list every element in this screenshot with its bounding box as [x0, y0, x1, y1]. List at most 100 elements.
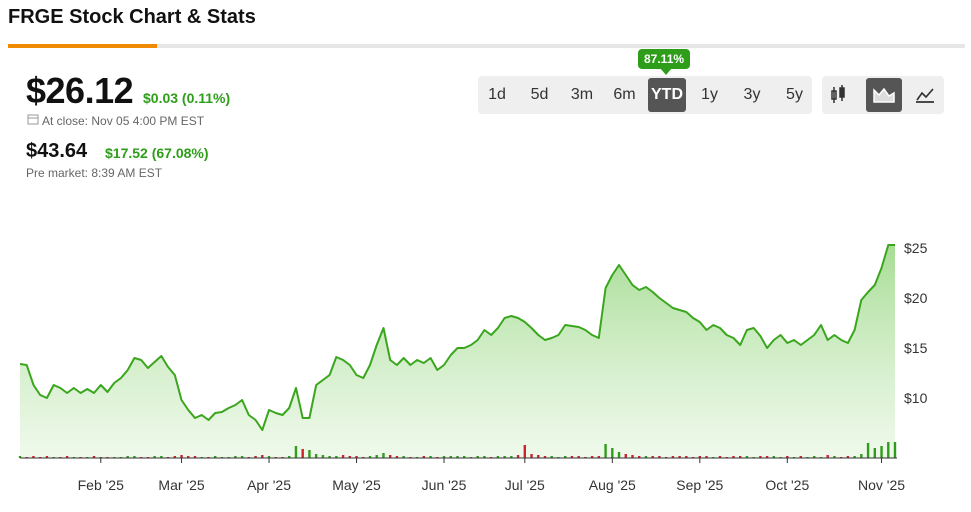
volume-bar	[314, 454, 318, 458]
volume-bar	[880, 446, 883, 458]
price: $26.12	[26, 70, 134, 111]
volume-bar	[718, 456, 722, 458]
line-icon[interactable]	[916, 88, 934, 103]
volume-bar	[611, 448, 614, 458]
volume-bar	[261, 455, 264, 458]
volume-bar	[772, 456, 776, 458]
volume-bar	[705, 456, 708, 458]
volume-bar	[126, 456, 129, 458]
premarket-time: Pre market: 8:39 AM EST	[26, 166, 163, 180]
volume-bar	[563, 456, 567, 458]
area-fill	[20, 245, 895, 458]
volume-bar	[402, 456, 405, 458]
volume-bar	[799, 456, 802, 458]
volume-bar	[590, 456, 594, 458]
volume-bar	[65, 456, 69, 458]
range-button[interactable]: 5d	[530, 86, 549, 103]
volume-bar	[853, 456, 856, 458]
volume-bar	[597, 456, 601, 458]
volume-bar	[153, 456, 156, 458]
volume-bar	[341, 455, 345, 458]
premarket-price: $43.64	[26, 140, 88, 162]
y-tick-label: $10	[904, 390, 928, 406]
x-tick-label: Mar '25	[158, 477, 204, 493]
volume-bar	[45, 456, 49, 458]
volume-bar	[745, 456, 749, 458]
volume-bar	[537, 455, 540, 458]
volume-bar	[328, 456, 331, 458]
volume-bar	[18, 456, 22, 458]
x-tick-label: Oct '25	[765, 477, 809, 493]
price-line	[19, 244, 895, 431]
volume-bar	[395, 456, 399, 458]
x-tick-label: Aug '25	[589, 477, 636, 493]
volume-bar	[523, 445, 527, 458]
range-button[interactable]: 1d	[488, 86, 506, 103]
badge-pointer	[660, 68, 672, 75]
chart-type-selector	[822, 76, 944, 114]
volume-bar	[617, 452, 621, 458]
volume-bar	[503, 456, 506, 458]
x-tick-label: May '25	[332, 477, 381, 493]
range-button[interactable]: YTD	[648, 78, 686, 112]
price-change: $0.03 (0.11%)	[143, 90, 231, 106]
range-button[interactable]: 1y	[701, 86, 718, 103]
volume-bar	[530, 454, 533, 458]
range-button[interactable]: 5y	[786, 86, 803, 103]
volume-bar	[570, 456, 574, 458]
volume-bar	[786, 456, 789, 458]
candle-icon[interactable]	[831, 85, 845, 103]
volume-bar	[510, 456, 513, 458]
range-button[interactable]: 6m	[613, 86, 636, 103]
volume-bar	[288, 456, 291, 458]
x-tick-label: Apr '25	[247, 477, 291, 493]
area-icon	[873, 87, 895, 103]
tab-rule	[8, 44, 965, 48]
volume-bar	[671, 456, 675, 458]
close-time: At close: Nov 05 4:00 PM EST	[42, 114, 205, 128]
volume-bar	[604, 444, 607, 458]
volume-bar	[765, 456, 769, 458]
volume-bar	[422, 456, 426, 458]
volume-bar	[698, 456, 702, 458]
volume-bar	[678, 456, 681, 458]
range-button[interactable]: 3m	[570, 86, 594, 103]
y-tick-label: $15	[904, 340, 928, 356]
volume-bar	[463, 456, 466, 458]
chart-type-icons[interactable]	[822, 76, 944, 114]
volume-bar	[173, 456, 177, 458]
volume-bar	[193, 456, 197, 458]
volume-bar	[308, 450, 311, 458]
volume-bar	[267, 456, 271, 458]
volume-bar	[732, 456, 735, 458]
volume-bar	[294, 446, 298, 458]
volume-bar	[833, 456, 836, 458]
volume-bar	[388, 455, 392, 458]
x-tick-label: Feb '25	[78, 477, 124, 493]
volume-bar	[631, 455, 634, 458]
volume-bar	[348, 456, 352, 458]
volume-bar	[442, 456, 446, 458]
range-button[interactable]: 3y	[743, 86, 761, 103]
volume-bar	[860, 454, 863, 458]
tab-accent	[8, 44, 157, 48]
volume-bar	[301, 449, 304, 458]
volume-bar	[873, 448, 877, 458]
volume-bar	[846, 456, 850, 458]
volume-bar	[887, 442, 890, 458]
volume-bar	[133, 456, 136, 458]
volume-bar	[456, 456, 459, 458]
volume-bar	[550, 456, 553, 458]
volume-bar	[375, 455, 378, 458]
volume-bar	[476, 456, 479, 458]
volume-bar	[254, 456, 257, 458]
volume-bar	[496, 456, 500, 458]
volume-bar	[543, 456, 547, 458]
volume-bar	[624, 454, 627, 458]
volume-bar	[92, 456, 96, 458]
x-tick-label: Nov '25	[858, 477, 905, 493]
range-selector: 1d 5d 3m 6m YTD 1y 3y 5y	[478, 76, 812, 114]
calendar-icon	[27, 114, 39, 125]
